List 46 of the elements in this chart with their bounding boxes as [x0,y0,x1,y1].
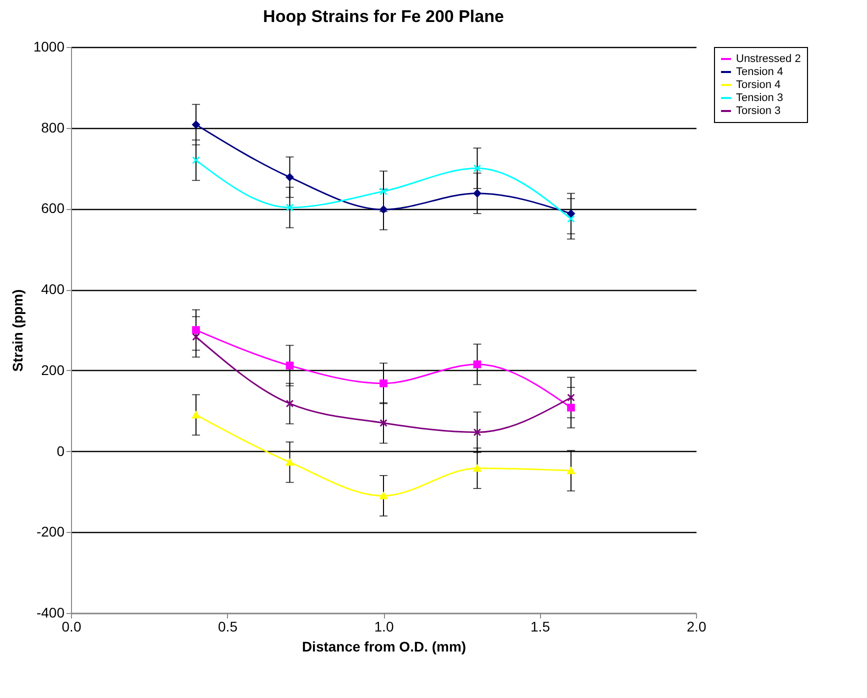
y-axis-title: Strain (ppm) [9,289,26,372]
point [473,360,482,368]
point [380,187,388,196]
y-tick-label: 0 [56,442,65,459]
x-axis-title: Distance from O.D. (mm) [302,638,466,654]
point [192,411,200,418]
point [286,400,294,408]
point [473,464,482,472]
point [192,120,200,129]
y-tick-label: -400 [36,604,65,620]
y-tick-label: 600 [41,200,65,216]
x-tick-label: 1.0 [374,618,394,634]
y-tick-label: 800 [41,119,65,136]
point [473,189,482,198]
legend-label: Torsion 3 [736,105,781,117]
point [192,156,200,164]
legend-label: Tension 4 [736,66,784,78]
y-tick-label: 1000 [33,38,65,54]
point [286,362,294,370]
point [380,492,388,500]
point [567,394,575,402]
point [567,467,575,474]
point [473,164,482,172]
legend-label: Torsion 4 [736,79,781,91]
point [192,332,200,341]
legend-label: Unstressed 2 [736,53,801,65]
point [473,428,482,436]
point [286,173,294,182]
point [380,206,388,214]
point [380,419,388,427]
legend-label: Tension 3 [736,92,784,104]
point [286,204,294,212]
chart-title: Hoop Strains for Fe 200 Plane [263,7,504,26]
point [567,404,575,412]
point [380,379,388,388]
y-tick-label: 400 [41,281,65,298]
point [286,458,294,466]
x-tick-label: 1.5 [530,618,550,634]
point [567,210,575,218]
point [192,326,200,334]
y-tick-label: 200 [41,362,65,378]
x-tick-label: 2.0 [686,618,706,634]
point [567,214,575,223]
x-tick-label: 0.0 [62,618,82,634]
x-tick-label: 0.5 [218,618,238,634]
y-tick-label: -200 [36,524,65,540]
